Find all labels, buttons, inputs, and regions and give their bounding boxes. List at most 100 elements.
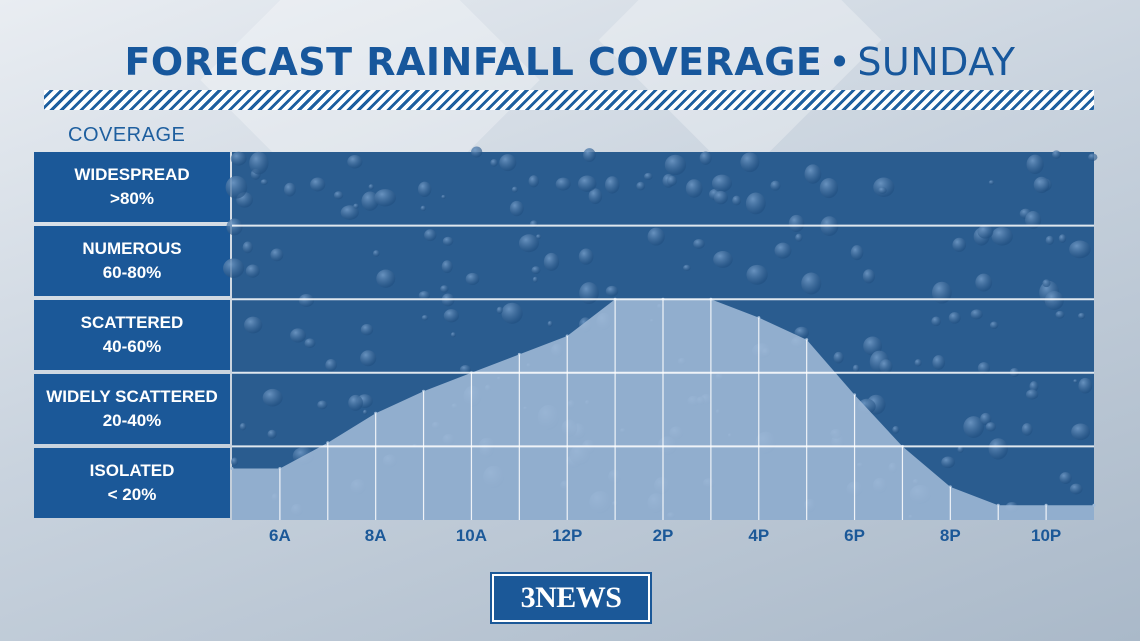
raindrop: [471, 146, 483, 158]
raindrop: [644, 172, 653, 181]
raindrop: [804, 164, 822, 184]
raindrop: [360, 350, 377, 367]
raindrop: [1078, 312, 1086, 320]
raindrop: [242, 241, 253, 254]
raindrop: [231, 457, 239, 466]
x-tick-label: 12P: [552, 526, 583, 545]
raindrop: [1044, 290, 1064, 311]
raindrop: [555, 177, 571, 191]
raindrop: [532, 276, 538, 283]
raindrop: [879, 359, 893, 374]
raindrop: [952, 237, 967, 252]
raindrop: [290, 328, 306, 343]
raindrop: [230, 151, 247, 166]
raindrop: [685, 179, 703, 198]
raindrop: [647, 227, 665, 246]
title-separator: •: [828, 40, 852, 84]
raindrop: [578, 175, 597, 192]
raindrop: [666, 175, 677, 187]
raindrop: [1052, 150, 1061, 159]
raindrop: [499, 154, 517, 172]
raindrop: [948, 312, 961, 324]
raindrop: [325, 359, 337, 372]
raindrop: [1025, 211, 1042, 229]
raindrop: [795, 233, 803, 242]
raindrop: [1069, 240, 1091, 259]
station-logo: 3NEWS: [492, 574, 650, 622]
raindrop: [270, 248, 284, 262]
category-range: 20-40%: [102, 411, 162, 430]
raindrop: [1088, 153, 1098, 161]
x-tick-label: 6P: [844, 526, 865, 545]
coverage-point: [1092, 503, 1096, 507]
raindrop: [693, 238, 705, 249]
raindrop: [970, 309, 983, 320]
raindrop: [547, 320, 553, 327]
raindrop: [420, 205, 426, 211]
raindrop: [1055, 310, 1065, 319]
raindrop: [543, 252, 560, 271]
category-range: >80%: [110, 189, 154, 208]
raindrop: [418, 290, 431, 301]
raindrop: [1026, 154, 1044, 175]
category-numerous: NUMEROUS 60-80%: [34, 226, 230, 296]
raindrop: [490, 159, 498, 167]
raindrop: [509, 200, 524, 217]
raindrop: [440, 285, 449, 293]
category-name: ISOLATED: [89, 461, 175, 480]
raindrop: [1073, 379, 1078, 383]
category-range: 60-80%: [102, 263, 162, 282]
raindrop: [991, 226, 1013, 246]
raindrop: [988, 438, 1008, 460]
raindrop: [977, 224, 994, 239]
raindrop: [699, 151, 712, 165]
raindrop: [578, 248, 594, 265]
category-widespread: WIDESPREAD >80%: [34, 152, 230, 222]
raindrop: [852, 364, 860, 373]
x-tick-label: 8A: [364, 526, 387, 545]
raindrop: [262, 388, 283, 407]
raindrop: [1059, 472, 1072, 484]
raindrop: [1025, 389, 1039, 400]
category-name: WIDELY SCATTERED: [46, 387, 218, 406]
raindrop: [932, 355, 946, 370]
raindrop: [604, 176, 620, 194]
raindrop: [1058, 234, 1067, 243]
raindrop: [459, 365, 472, 374]
raindrop: [1042, 279, 1051, 288]
category-scattered: SCATTERED 40-60%: [34, 300, 230, 370]
raindrop: [801, 272, 822, 295]
x-tick-label: 10P: [1030, 526, 1062, 545]
raindrop: [239, 423, 247, 431]
coverage-axis-label: COVERAGE: [68, 124, 186, 146]
raindrop: [745, 192, 766, 215]
raindrop: [374, 189, 396, 207]
raindrop: [1029, 381, 1039, 392]
raindrop: [713, 190, 728, 205]
category-isolated: ISOLATED < 20%: [34, 448, 230, 518]
raindrop: [892, 425, 900, 434]
raindrop: [931, 281, 952, 304]
category-widely-scattered: WIDELY SCATTERED 20-40%: [34, 374, 230, 444]
raindrop: [980, 412, 992, 425]
raindrop: [298, 294, 315, 307]
raindrop: [732, 195, 742, 206]
raindrop: [863, 336, 883, 356]
raindrop: [985, 422, 996, 432]
raindrop: [963, 416, 985, 438]
raindrop: [226, 218, 243, 236]
raindrop: [683, 264, 691, 271]
raindrop: [347, 155, 363, 169]
raindrop: [244, 316, 263, 334]
raindrop: [1071, 423, 1091, 441]
raindrop: [931, 316, 942, 327]
raindrop: [245, 264, 260, 278]
raindrop: [977, 362, 991, 375]
raindrop: [317, 400, 328, 410]
category-name: SCATTERED: [80, 313, 184, 332]
raindrop: [774, 242, 792, 259]
category-name: WIDESPREAD: [74, 165, 190, 184]
raindrop: [496, 306, 503, 314]
chart-title: FORECAST RAINFALL COVERAGE • SUNDAY: [0, 40, 1140, 84]
raindrop: [1021, 423, 1033, 436]
